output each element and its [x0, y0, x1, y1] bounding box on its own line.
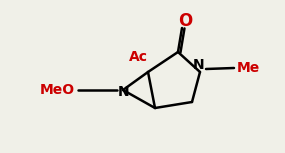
Text: N: N — [193, 58, 205, 72]
Text: O: O — [178, 12, 192, 30]
Text: MeO: MeO — [39, 83, 75, 97]
Text: Ac: Ac — [129, 50, 148, 64]
Text: N: N — [118, 85, 130, 99]
Text: Me: Me — [236, 61, 260, 75]
